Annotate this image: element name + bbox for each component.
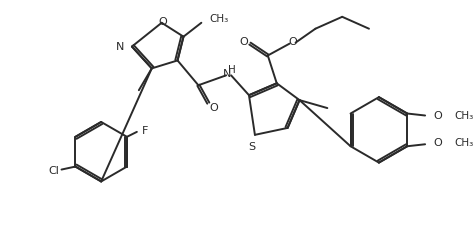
Text: CH₃: CH₃: [454, 112, 473, 122]
Text: F: F: [141, 126, 148, 136]
Text: N: N: [222, 69, 231, 79]
Text: Cl: Cl: [48, 166, 59, 176]
Text: O: O: [432, 112, 441, 122]
Text: O: O: [158, 17, 167, 27]
Text: H: H: [228, 65, 236, 75]
Text: CH₃: CH₃: [454, 138, 473, 148]
Text: O: O: [432, 138, 441, 148]
Text: O: O: [288, 36, 297, 47]
Text: S: S: [248, 142, 255, 152]
Text: N: N: [115, 42, 124, 52]
Text: O: O: [209, 103, 218, 113]
Text: O: O: [239, 36, 248, 47]
Text: CH₃: CH₃: [209, 14, 228, 24]
